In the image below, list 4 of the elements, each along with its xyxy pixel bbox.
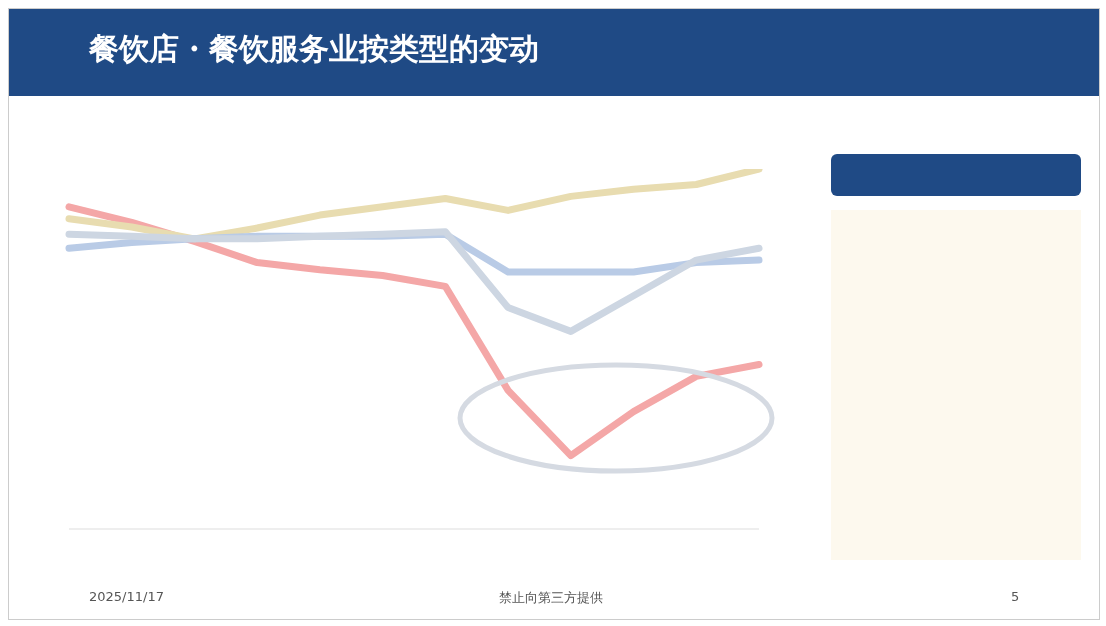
text: 2025/11/17 [89,589,164,604]
chart-title: 餐饮店・餐饮服务业按类型的变动 [89,30,539,68]
text: 5 [1011,589,1020,604]
text: 禁止向第三方提供 [499,589,603,607]
